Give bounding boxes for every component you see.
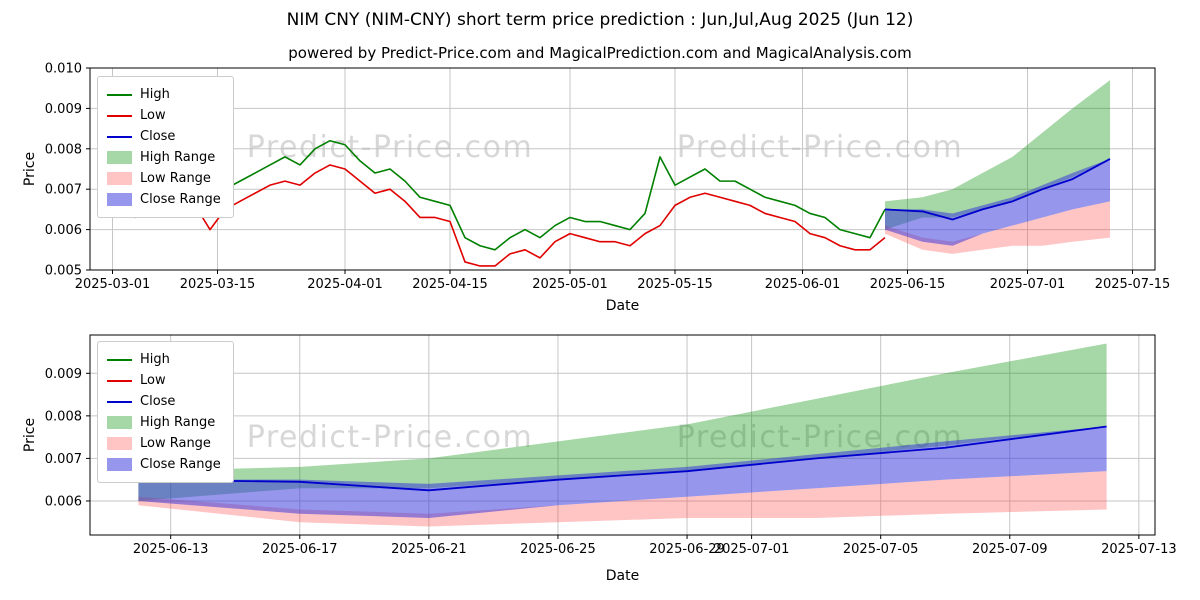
low-line-swatch [107,114,132,117]
x-tick-label: 2025-04-15 [412,277,488,292]
legend-label-close-range: Close Range [140,457,221,472]
x-tick-label: 2025-05-01 [532,277,608,292]
legend-item-close-range: Close Range [107,454,221,475]
x-tick-label: 2025-06-13 [133,542,209,557]
legend-label-high: High [140,87,170,102]
high-range-swatch [107,416,132,429]
x-tick-label: 2025-06-01 [765,277,841,292]
legend-label-high-range: High Range [140,150,216,165]
top-chart-xlabel: Date [605,298,640,314]
legend-item-low-range: Low Range [107,168,221,189]
y-tick-label: 0.006 [45,223,82,238]
legend-item-high-range: High Range [107,147,221,168]
bottom-chart-ylabel: Price [22,417,38,453]
high-range-band [138,343,1107,501]
x-tick-label: 2025-07-13 [1101,542,1177,557]
close-line [884,158,1111,221]
close-range-band [138,426,1107,518]
x-tick-label: 2025-06-21 [391,542,467,557]
y-tick-label: 0.008 [45,409,82,424]
legend-item-high: High [107,349,221,370]
legend-item-low: Low [107,370,221,391]
y-tick-label: 0.009 [45,367,82,382]
high-line [134,100,886,251]
low-line-swatch [107,379,132,382]
figure-title: NIM CNY (NIM-CNY) short term price predi… [286,10,914,30]
legend-item-close-range: Close Range [107,189,221,210]
x-tick-label: 2025-07-05 [843,542,919,557]
legend-label-low-range: Low Range [140,171,211,186]
y-tick-label: 0.005 [45,264,82,279]
legend-label-low-range: Low Range [140,436,211,451]
legend-label-low: Low [140,373,166,388]
low-range-swatch [107,172,132,185]
legend-label-close: Close [140,394,176,409]
close-line [138,425,1107,492]
legend-label-low: Low [140,108,166,123]
subplot-full-history-with-forecast: Predict-Price.com Predict-Price.com 2025-0… [45,62,1171,293]
legend-label-close: Close [140,129,176,144]
x-tick-label: 2025-07-01 [990,277,1066,292]
y-tick-label: 0.010 [45,62,82,77]
y-tick-label: 0.006 [45,494,82,509]
x-tick-label: 2025-06-29 [649,542,725,557]
x-tick-label: 2025-06-15 [870,277,946,292]
watermark-text: Predict-Price.com [247,130,533,165]
high-range-swatch [107,151,132,164]
y-tick-label: 0.007 [45,183,82,198]
legend-item-close: Close [107,126,221,147]
bottom-chart-legend: High Low Close High Range Low Range Clos… [97,341,234,483]
legend-item-low-range: Low Range [107,433,221,454]
high-line-swatch [107,358,132,361]
x-tick-label: 2025-07-09 [972,542,1048,557]
high-line-swatch [107,93,132,96]
subplot-forecast-zoom: Predict-Price.comPredict-Price.com2025-0… [45,334,1177,557]
top-chart-ylabel: Price [22,151,38,187]
axes-frame [89,334,1156,536]
close-range-band [885,158,1110,246]
axes-frame [89,67,1156,271]
close-range-swatch [107,193,132,206]
legend-label-close-range: Close Range [140,192,221,207]
close-line-swatch [107,135,132,138]
legend-label-high: High [140,352,170,367]
x-tick-label: 2025-03-01 [75,277,151,292]
legend-item-high-range: High Range [107,412,221,433]
figure-subtitle: powered by Predict-Price.com and Magical… [288,44,912,62]
close-range-swatch [107,458,132,471]
y-tick-label: 0.009 [45,102,82,117]
legend-item-high: High [107,84,221,105]
bottom-chart-xlabel: Date [605,568,640,584]
watermark-text: Predict-Price.com [247,420,533,455]
watermark-text: Predict-Price.com [677,130,963,165]
x-tick-label: 2025-07-15 [1095,277,1171,292]
y-tick-label: 0.007 [45,452,82,467]
x-tick-label: 2025-04-01 [307,277,383,292]
close-line-swatch [107,400,132,403]
x-tick-label: 2025-06-25 [520,542,596,557]
legend-label-high-range: High Range [140,415,216,430]
low-range-swatch [107,437,132,450]
x-tick-label: 2025-07-01 [714,542,790,557]
x-tick-label: 2025-03-15 [180,277,256,292]
high-range-band [885,80,1110,230]
legend-item-low: Low [107,105,221,126]
low-line [134,164,886,267]
legend-item-close: Close [107,391,221,412]
y-tick-label: 0.008 [45,142,82,157]
x-tick-label: 2025-05-15 [637,277,713,292]
top-chart-legend: High Low Close High Range Low Range Clos… [97,76,234,218]
x-tick-label: 2025-06-17 [262,542,338,557]
